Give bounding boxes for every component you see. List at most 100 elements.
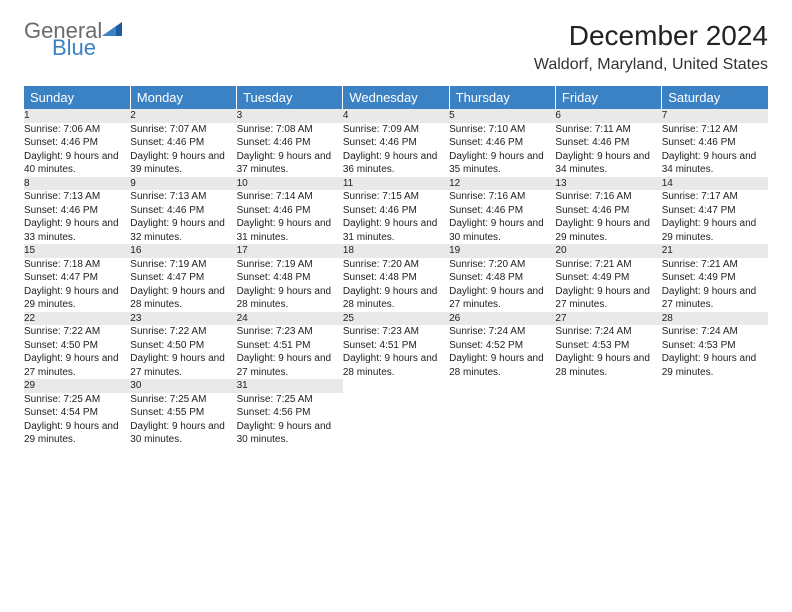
day-number: 18	[343, 244, 449, 258]
day-cell: Sunrise: 7:11 AMSunset: 4:46 PMDaylight:…	[555, 123, 661, 177]
sunset-text: Sunset: 4:46 PM	[24, 204, 130, 218]
sunset-text: Sunset: 4:53 PM	[662, 339, 768, 353]
day-cell	[449, 393, 555, 447]
daylight-text: Daylight: 9 hours and 28 minutes.	[343, 352, 449, 379]
sunset-text: Sunset: 4:46 PM	[555, 204, 661, 218]
day-content: Sunrise: 7:18 AMSunset: 4:47 PMDaylight:…	[24, 258, 130, 312]
calendar-body: 1234567Sunrise: 7:06 AMSunset: 4:46 PMDa…	[24, 109, 768, 447]
day-number: 20	[555, 244, 661, 258]
day-content: Sunrise: 7:08 AMSunset: 4:46 PMDaylight:…	[237, 123, 343, 177]
daylight-text: Daylight: 9 hours and 27 minutes.	[555, 285, 661, 312]
sunset-text: Sunset: 4:48 PM	[343, 271, 449, 285]
day-cell: Sunrise: 7:18 AMSunset: 4:47 PMDaylight:…	[24, 258, 130, 312]
day-number: 2	[130, 109, 236, 123]
day-cell: Sunrise: 7:23 AMSunset: 4:51 PMDaylight:…	[343, 325, 449, 379]
day-number: 22	[24, 312, 130, 326]
sunset-text: Sunset: 4:53 PM	[555, 339, 661, 353]
day-content-row: Sunrise: 7:18 AMSunset: 4:47 PMDaylight:…	[24, 258, 768, 312]
logo: General Blue	[24, 20, 124, 59]
day-number: 3	[237, 109, 343, 123]
logo-triangle-icon	[102, 20, 124, 43]
day-content: Sunrise: 7:06 AMSunset: 4:46 PMDaylight:…	[24, 123, 130, 177]
day-cell: Sunrise: 7:14 AMSunset: 4:46 PMDaylight:…	[237, 190, 343, 244]
day-number: 11	[343, 177, 449, 191]
day-number-row: 15161718192021	[24, 244, 768, 258]
day-cell: Sunrise: 7:16 AMSunset: 4:46 PMDaylight:…	[449, 190, 555, 244]
daylight-text: Daylight: 9 hours and 29 minutes.	[24, 420, 130, 447]
day-number	[555, 379, 661, 393]
daylight-text: Daylight: 9 hours and 33 minutes.	[24, 217, 130, 244]
day-content: Sunrise: 7:21 AMSunset: 4:49 PMDaylight:…	[662, 258, 768, 312]
weekday-header: Thursday	[449, 86, 555, 109]
day-cell: Sunrise: 7:06 AMSunset: 4:46 PMDaylight:…	[24, 123, 130, 177]
day-number: 29	[24, 379, 130, 393]
sunset-text: Sunset: 4:47 PM	[662, 204, 768, 218]
calendar-table: SundayMondayTuesdayWednesdayThursdayFrid…	[24, 86, 768, 447]
daylight-text: Daylight: 9 hours and 29 minutes.	[662, 352, 768, 379]
day-number: 13	[555, 177, 661, 191]
day-cell: Sunrise: 7:20 AMSunset: 4:48 PMDaylight:…	[449, 258, 555, 312]
day-cell: Sunrise: 7:15 AMSunset: 4:46 PMDaylight:…	[343, 190, 449, 244]
daylight-text: Daylight: 9 hours and 34 minutes.	[555, 150, 661, 177]
sunset-text: Sunset: 4:46 PM	[555, 136, 661, 150]
day-number: 16	[130, 244, 236, 258]
location: Waldorf, Maryland, United States	[534, 56, 768, 74]
day-content-row: Sunrise: 7:22 AMSunset: 4:50 PMDaylight:…	[24, 325, 768, 379]
sunset-text: Sunset: 4:46 PM	[343, 136, 449, 150]
sunset-text: Sunset: 4:48 PM	[449, 271, 555, 285]
sunrise-text: Sunrise: 7:24 AM	[662, 325, 768, 339]
day-content: Sunrise: 7:25 AMSunset: 4:56 PMDaylight:…	[237, 393, 343, 447]
day-content: Sunrise: 7:13 AMSunset: 4:46 PMDaylight:…	[24, 190, 130, 244]
daylight-text: Daylight: 9 hours and 27 minutes.	[24, 352, 130, 379]
daylight-text: Daylight: 9 hours and 31 minutes.	[237, 217, 343, 244]
sunset-text: Sunset: 4:51 PM	[343, 339, 449, 353]
day-cell: Sunrise: 7:13 AMSunset: 4:46 PMDaylight:…	[24, 190, 130, 244]
sunrise-text: Sunrise: 7:11 AM	[555, 123, 661, 137]
month-title: December 2024	[534, 20, 768, 52]
day-content: Sunrise: 7:16 AMSunset: 4:46 PMDaylight:…	[449, 190, 555, 244]
day-content: Sunrise: 7:22 AMSunset: 4:50 PMDaylight:…	[24, 325, 130, 379]
day-cell	[343, 393, 449, 447]
day-number-row: 1234567	[24, 109, 768, 123]
weekday-header: Tuesday	[237, 86, 343, 109]
day-content: Sunrise: 7:14 AMSunset: 4:46 PMDaylight:…	[237, 190, 343, 244]
day-number: 8	[24, 177, 130, 191]
sunrise-text: Sunrise: 7:17 AM	[662, 190, 768, 204]
day-number-row: 891011121314	[24, 177, 768, 191]
day-content: Sunrise: 7:21 AMSunset: 4:49 PMDaylight:…	[555, 258, 661, 312]
day-number: 27	[555, 312, 661, 326]
day-number-row: 293031	[24, 379, 768, 393]
day-cell: Sunrise: 7:23 AMSunset: 4:51 PMDaylight:…	[237, 325, 343, 379]
weekday-header: Wednesday	[343, 86, 449, 109]
daylight-text: Daylight: 9 hours and 29 minutes.	[555, 217, 661, 244]
day-cell: Sunrise: 7:24 AMSunset: 4:53 PMDaylight:…	[662, 325, 768, 379]
day-cell: Sunrise: 7:25 AMSunset: 4:55 PMDaylight:…	[130, 393, 236, 447]
day-content: Sunrise: 7:24 AMSunset: 4:53 PMDaylight:…	[662, 325, 768, 379]
sunrise-text: Sunrise: 7:20 AM	[343, 258, 449, 272]
daylight-text: Daylight: 9 hours and 28 minutes.	[555, 352, 661, 379]
day-number: 6	[555, 109, 661, 123]
day-content: Sunrise: 7:23 AMSunset: 4:51 PMDaylight:…	[343, 325, 449, 379]
day-number: 30	[130, 379, 236, 393]
sunset-text: Sunset: 4:46 PM	[130, 204, 236, 218]
day-content-row: Sunrise: 7:06 AMSunset: 4:46 PMDaylight:…	[24, 123, 768, 177]
day-content: Sunrise: 7:10 AMSunset: 4:46 PMDaylight:…	[449, 123, 555, 177]
sunrise-text: Sunrise: 7:24 AM	[449, 325, 555, 339]
day-content: Sunrise: 7:16 AMSunset: 4:46 PMDaylight:…	[555, 190, 661, 244]
sunrise-text: Sunrise: 7:25 AM	[237, 393, 343, 407]
day-cell: Sunrise: 7:12 AMSunset: 4:46 PMDaylight:…	[662, 123, 768, 177]
sunrise-text: Sunrise: 7:20 AM	[449, 258, 555, 272]
daylight-text: Daylight: 9 hours and 39 minutes.	[130, 150, 236, 177]
day-number: 12	[449, 177, 555, 191]
daylight-text: Daylight: 9 hours and 27 minutes.	[130, 352, 236, 379]
sunset-text: Sunset: 4:52 PM	[449, 339, 555, 353]
sunrise-text: Sunrise: 7:23 AM	[237, 325, 343, 339]
sunset-text: Sunset: 4:50 PM	[130, 339, 236, 353]
sunset-text: Sunset: 4:46 PM	[662, 136, 768, 150]
day-number	[662, 379, 768, 393]
day-content: Sunrise: 7:19 AMSunset: 4:47 PMDaylight:…	[130, 258, 236, 312]
day-content: Sunrise: 7:20 AMSunset: 4:48 PMDaylight:…	[343, 258, 449, 312]
daylight-text: Daylight: 9 hours and 29 minutes.	[24, 285, 130, 312]
sunset-text: Sunset: 4:46 PM	[24, 136, 130, 150]
day-cell: Sunrise: 7:16 AMSunset: 4:46 PMDaylight:…	[555, 190, 661, 244]
